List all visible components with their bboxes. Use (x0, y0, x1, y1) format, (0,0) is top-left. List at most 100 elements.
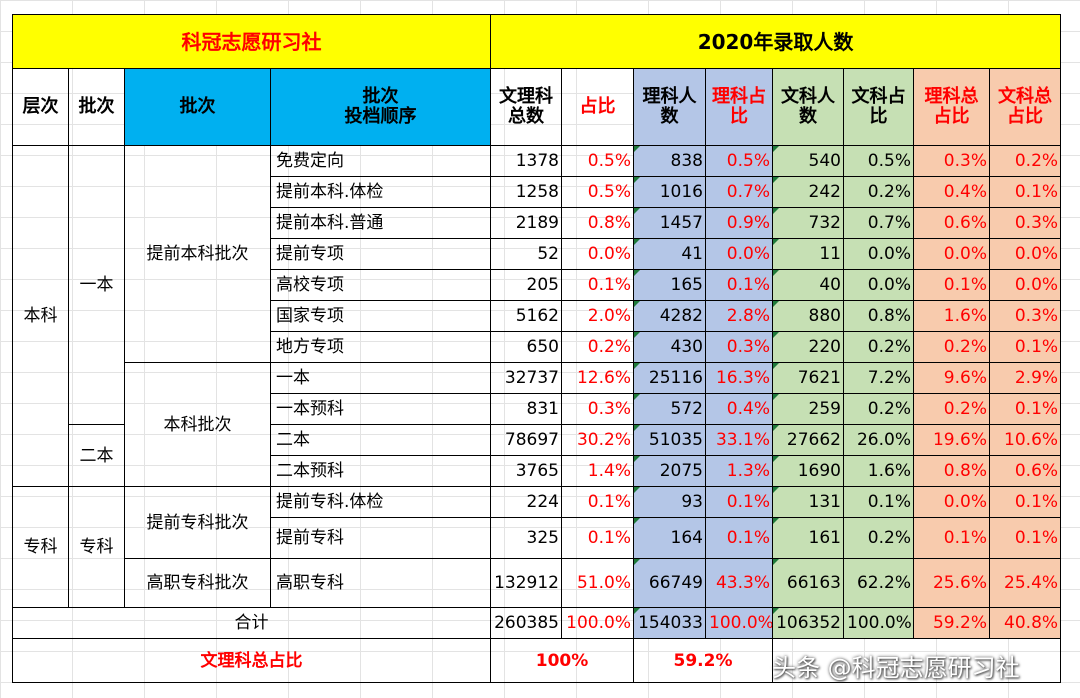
order-cell: 提前专项 (270, 238, 491, 270)
batch-cell: 本科批次 (124, 362, 271, 487)
sci-share-cell: 0.1% (705, 517, 773, 559)
col-order: 批次 投档顺序 (270, 68, 491, 146)
sci-share-cell: 0.9% (705, 207, 773, 239)
art-cell: 540 (772, 145, 844, 177)
sci-cell: 165 (633, 269, 706, 301)
sci-total-cell: 0.2% (913, 331, 990, 363)
column-header-row: 层次 批次 批次 批次 投档顺序 文理科 总数 占比 理科人数 理科占比 文科人数 … (12, 68, 1062, 146)
sci-total-cell: 0.6% (913, 207, 990, 239)
art-cell: 259 (772, 393, 844, 425)
table-row: 提前本科.普通 2189 0.8% 1457 0.9% 732 0.7% 0.6% 0.3% (13, 207, 1062, 239)
col-sci-total: 理科总 占比 (913, 68, 990, 146)
art-cell: 66163 (772, 558, 844, 608)
footer-row: 文理科总占比 100% 59.2% (12, 638, 1062, 683)
total-cell: 78697 (490, 424, 562, 456)
art-total-cell: 0.1% (988, 176, 1062, 208)
art-share-cell: 62.2% (843, 558, 914, 608)
art-total-cell: 10.6% (988, 424, 1062, 456)
art-total-cell: 0.3% (988, 300, 1062, 332)
col-sci-share: 理科占比 (705, 68, 773, 146)
order-cell: 国家专项 (270, 300, 491, 332)
sci-share-cell: 0.4% (705, 393, 773, 425)
col-level: 层次 (12, 68, 69, 146)
art-total-cell: 25.4% (988, 558, 1062, 608)
art-cell: 161 (772, 517, 844, 559)
order-cell: 提前本科.体检 (270, 176, 491, 208)
share-cell: 0.1% (561, 486, 634, 518)
sci-share-cell: 0.1% (705, 269, 773, 301)
table-row: 国家专项 5162 2.0% 4282 2.8% 880 0.8% 1.6% 0.3% (13, 300, 1062, 332)
share-cell: 30.2% (561, 424, 634, 456)
order-cell: 免费定向 (270, 145, 491, 177)
share-cell: 0.1% (561, 517, 634, 559)
sci-cell: 41 (633, 238, 706, 270)
art-total-cell: 0.1% (988, 486, 1062, 518)
tier-cell: 二本 (68, 424, 125, 487)
sci-total-cell: 0.4% (913, 176, 990, 208)
art-share-cell: 0.1% (843, 486, 914, 518)
total-cell: 325 (490, 517, 562, 559)
sci-share-cell: 0.3% (705, 331, 773, 363)
col-art-share: 文科占比 (843, 68, 914, 146)
total-cell: 32737 (490, 362, 562, 394)
level-cell: 专科 (12, 486, 69, 608)
sci-total-cell: 9.6% (913, 362, 990, 394)
col-sci: 理科人数 (633, 68, 706, 146)
order-cell: 提前本科.普通 (270, 207, 491, 239)
art-cell: 732 (772, 207, 844, 239)
sci-share-cell: 0.0% (705, 238, 773, 270)
share-cell: 0.2% (561, 331, 634, 363)
total-cell: 260385 (490, 607, 562, 639)
footer-label: 文理科总占比 (12, 638, 491, 683)
art-cell: 7621 (772, 362, 844, 394)
art-share-cell: 0.5% (843, 145, 914, 177)
order-cell: 二本预科 (270, 455, 491, 487)
sci-share-cell: 33.1% (705, 424, 773, 456)
sci-total-cell: 19.6% (913, 424, 990, 456)
share-cell: 100.0% (561, 607, 634, 639)
share-cell: 0.0% (561, 238, 634, 270)
art-share-cell: 0.0% (843, 269, 914, 301)
art-share-cell: 0.8% (843, 300, 914, 332)
tier-cell: 一本 (68, 145, 125, 425)
order-cell: 高校专项 (270, 269, 491, 301)
sci-total-cell: 0.2% (913, 393, 990, 425)
sci-cell: 2075 (633, 455, 706, 487)
sci-cell: 25116 (633, 362, 706, 394)
footer-empty (771, 638, 1062, 683)
order-cell: 一本预科 (270, 393, 491, 425)
sci-cell: 93 (633, 486, 706, 518)
table-row: 地方专项 650 0.2% 430 0.3% 220 0.2% 0.2% 0.1% (13, 331, 1062, 363)
share-cell: 0.3% (561, 393, 634, 425)
col-art-total: 文科总 占比 (988, 68, 1062, 146)
art-cell: 880 (772, 300, 844, 332)
sci-share-cell: 2.8% (705, 300, 773, 332)
share-cell: 1.4% (561, 455, 634, 487)
sci-cell: 66749 (633, 558, 706, 608)
share-cell: 12.6% (561, 362, 634, 394)
col-art: 文科人数 (772, 68, 844, 146)
art-total-cell: 0.2% (988, 145, 1062, 177)
sci-total-cell: 0.0% (913, 486, 990, 518)
batch-cell: 提前专科批次 (124, 486, 271, 559)
art-total-cell: 0.0% (988, 269, 1062, 301)
title-row: 科冠志愿研习社 2020年录取人数 (12, 14, 1062, 69)
total-cell: 1258 (490, 176, 562, 208)
table-row: 本科 一本 提前本科批次 免费定向 1378 0.5% 838 0.5% 540 0.5% 0.3%… (12, 145, 1062, 487)
left-title: 科冠志愿研习社 (12, 14, 491, 69)
art-cell: 106352 (772, 607, 844, 639)
total-row: 合计 260385 100.0% 154033 100.0% 106352 100.0% 59… (12, 607, 1062, 639)
total-label: 合计 (12, 607, 491, 639)
art-cell: 242 (772, 176, 844, 208)
tier-cell: 专科 (68, 486, 125, 608)
share-cell: 0.5% (561, 145, 634, 177)
sci-cell: 164 (633, 517, 706, 559)
total-cell: 224 (490, 486, 562, 518)
footer-share: 100% (490, 638, 634, 683)
sci-cell: 1016 (633, 176, 706, 208)
share-cell: 0.5% (561, 176, 634, 208)
art-cell: 220 (772, 331, 844, 363)
sci-share-cell: 100.0% (705, 607, 773, 639)
art-share-cell: 0.0% (843, 238, 914, 270)
total-cell: 2189 (490, 207, 562, 239)
